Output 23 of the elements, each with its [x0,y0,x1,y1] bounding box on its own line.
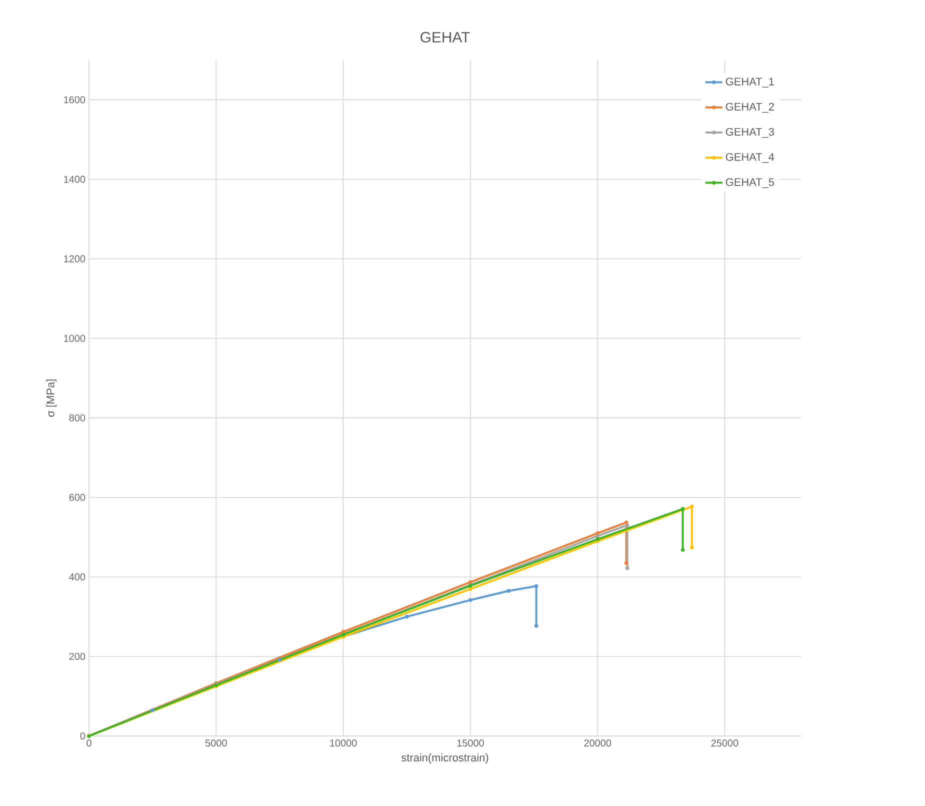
x-axis-title: strain(microstrain) [401,753,488,764]
y-tick-label: 1000 [64,334,86,342]
y-tick-label: 1400 [64,176,86,183]
y-tick-label: 1200 [64,255,86,262]
x-tick-label: 0 [86,740,92,747]
x-tick-label: 15000 [457,740,484,747]
x-tick-label: 25000 [711,740,738,747]
legend-label: GEHAT_2 [726,102,774,113]
chart-title: GEHAT [420,32,470,42]
y-axis-title: σ [MPa] [46,380,56,417]
y-tick-label: 0 [80,732,86,740]
legend-label: GEHAT_3 [726,128,774,138]
legend-label: GEHAT_4 [726,153,774,163]
x-tick-label: 10000 [330,740,357,747]
legend-label: GEHAT_5 [726,178,774,188]
y-tick-label: 600 [69,494,86,501]
x-tick-label: 20000 [584,740,612,747]
x-tick-label: 5000 [205,740,227,747]
y-tick-label: 800 [69,414,86,422]
y-tick-label: 400 [69,573,86,580]
legend-label: GEHAT_1 [726,78,774,88]
y-tick-label: 200 [69,652,86,660]
y-tick-label: 1600 [64,96,86,104]
